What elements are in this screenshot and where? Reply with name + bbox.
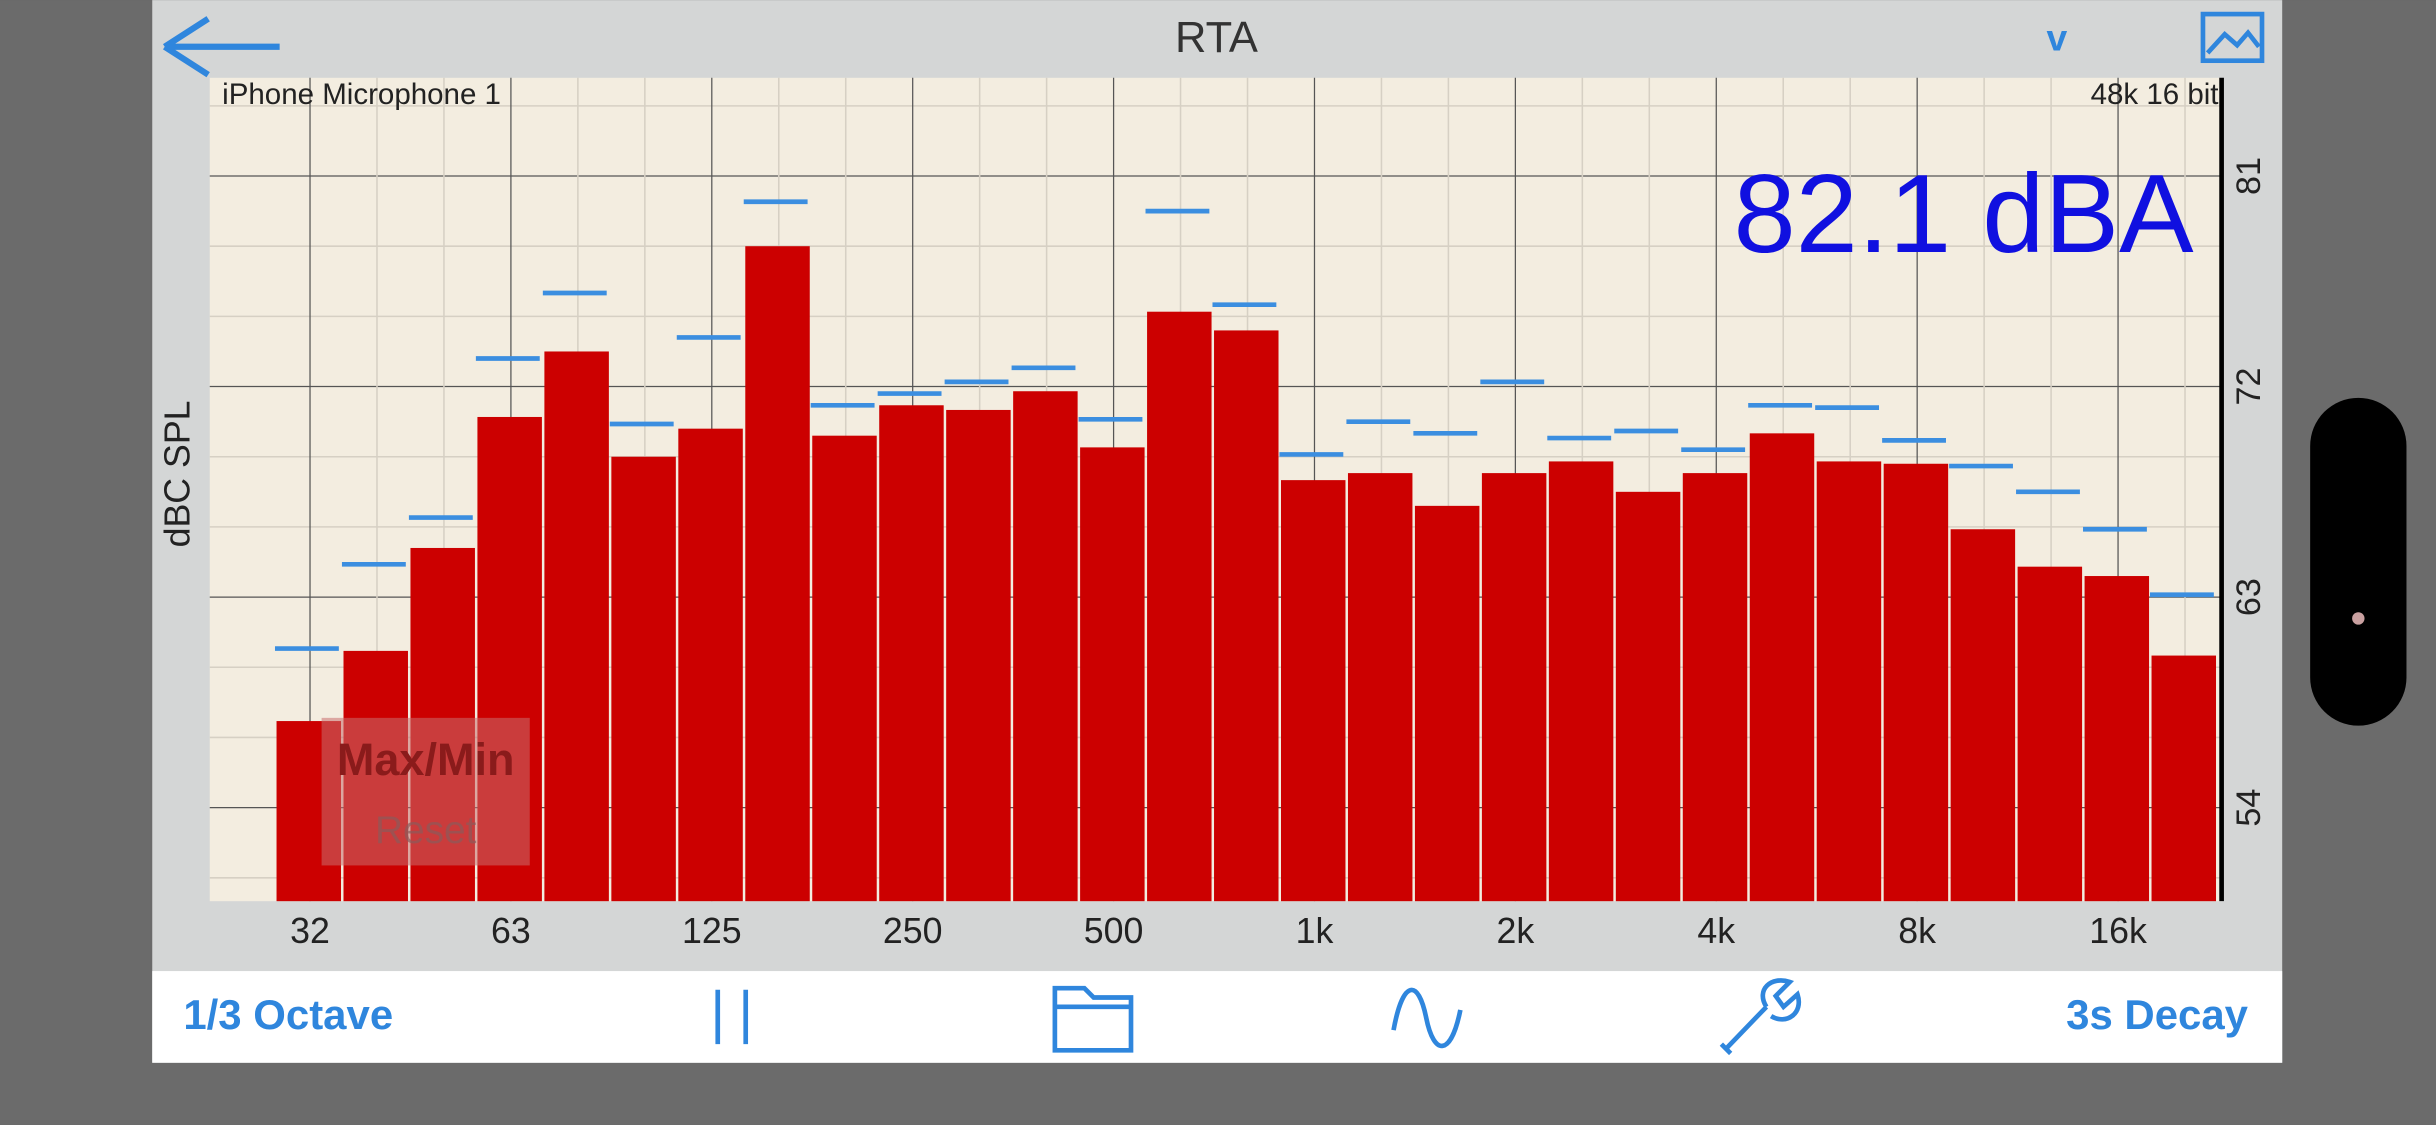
device-pill [2310, 397, 2407, 726]
y-tick-label: 72 [2230, 368, 2268, 406]
x-tick-label: 125 [682, 911, 742, 951]
bar [1147, 311, 1212, 902]
y-tick-label: 81 [2230, 157, 2268, 195]
bar [812, 435, 877, 902]
y-axis-label: dBC SPL [158, 400, 198, 547]
bar [544, 351, 609, 902]
x-tick-label: 500 [1084, 911, 1144, 951]
format-label: 48k 16 bit [2091, 78, 2219, 111]
bar [946, 409, 1011, 902]
pill-dot [2352, 612, 2365, 625]
settings-button[interactable] [1719, 978, 1802, 1056]
bar [2017, 566, 2083, 902]
wave-button[interactable] [1391, 987, 1463, 1049]
bar [2084, 576, 2150, 902]
bar [611, 456, 676, 902]
y-tick-label: 54 [2230, 789, 2268, 827]
plot [209, 77, 2222, 902]
bar [1615, 491, 1681, 902]
back-button[interactable] [162, 16, 280, 78]
wave-icon[interactable] [1391, 987, 1463, 1049]
button-bg[interactable] [321, 717, 530, 866]
bar [678, 428, 743, 902]
bar [879, 405, 944, 902]
image-button[interactable] [2200, 11, 2265, 64]
marks [274, 199, 2217, 902]
device-label: iPhone Microphone 1 [222, 78, 501, 111]
x-tick-label: 8k [1898, 911, 1936, 951]
bar [2151, 655, 2217, 902]
bar [1950, 529, 2016, 902]
button-sublabel[interactable]: Reset [375, 809, 477, 852]
folder-button[interactable] [1052, 985, 1134, 1053]
bar [1281, 480, 1346, 902]
folder-icon[interactable] [1052, 985, 1134, 1053]
wrench-icon[interactable] [1719, 978, 1802, 1056]
pause-button[interactable] [715, 989, 749, 1045]
screen-title: RTA [1175, 14, 1258, 62]
bar [1414, 505, 1480, 902]
bar [1214, 330, 1279, 902]
bar [1883, 463, 1949, 902]
x-tick-label: 2k [1497, 911, 1535, 951]
bar [1816, 461, 1882, 902]
y-tick-label: 63 [2230, 578, 2268, 616]
pause-icon[interactable] [715, 989, 749, 1045]
x-tick-label: 63 [491, 911, 531, 951]
bar [1481, 473, 1547, 902]
x-tick-label: 250 [883, 911, 943, 951]
bar [1749, 433, 1815, 902]
x-tick-label: 16k [2089, 911, 2147, 951]
octave-button[interactable]: 1/3 Octave [183, 991, 393, 1038]
x-tick-label: 1k [1296, 911, 1334, 951]
image-icon-line[interactable] [2205, 29, 2261, 55]
x-tick-label: 32 [290, 911, 330, 951]
toolbar [152, 971, 2283, 1063]
back-arrow[interactable] [162, 16, 280, 78]
max-min-button[interactable]: Max/Min Reset [321, 717, 530, 866]
x-tick-label: 4k [1697, 911, 1735, 951]
image-icon[interactable] [2200, 11, 2265, 64]
bar [1080, 447, 1145, 902]
level-readout: 82.1 dBA [1733, 151, 2194, 276]
bar [1548, 461, 1614, 902]
bar [745, 246, 810, 902]
bar [1013, 391, 1078, 902]
menu-button[interactable]: v [2047, 16, 2068, 58]
button-label[interactable]: Max/Min [337, 734, 515, 785]
bar [1682, 473, 1748, 902]
bar [1347, 473, 1413, 902]
decay-button[interactable]: 3s Decay [2066, 991, 2249, 1038]
